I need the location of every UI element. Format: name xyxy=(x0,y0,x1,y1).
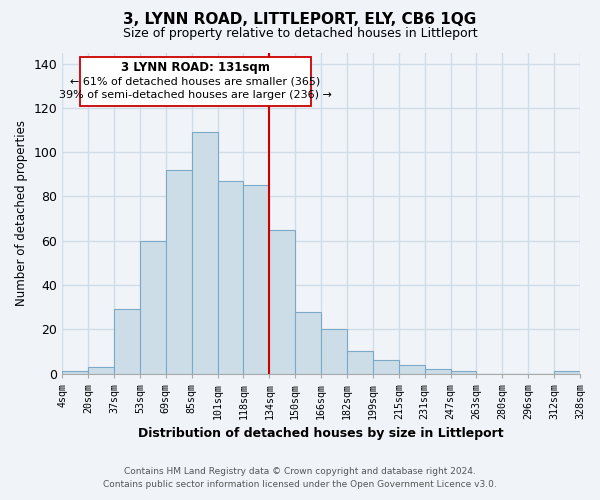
Bar xyxy=(62,372,88,374)
Text: Contains HM Land Registry data © Crown copyright and database right 2024.
Contai: Contains HM Land Registry data © Crown c… xyxy=(103,468,497,489)
X-axis label: Distribution of detached houses by size in Littleport: Distribution of detached houses by size … xyxy=(139,427,504,440)
Bar xyxy=(399,365,425,374)
Bar xyxy=(347,352,373,374)
Text: ← 61% of detached houses are smaller (365): ← 61% of detached houses are smaller (36… xyxy=(70,76,321,86)
Bar xyxy=(140,241,166,374)
Text: 3, LYNN ROAD, LITTLEPORT, ELY, CB6 1QG: 3, LYNN ROAD, LITTLEPORT, ELY, CB6 1QG xyxy=(124,12,476,28)
Bar xyxy=(373,360,399,374)
Bar xyxy=(88,367,114,374)
Y-axis label: Number of detached properties: Number of detached properties xyxy=(15,120,28,306)
Bar xyxy=(218,181,244,374)
Bar xyxy=(295,312,321,374)
Bar xyxy=(114,310,140,374)
Bar xyxy=(321,330,347,374)
Bar xyxy=(166,170,192,374)
Text: 3 LYNN ROAD: 131sqm: 3 LYNN ROAD: 131sqm xyxy=(121,61,270,74)
Bar xyxy=(554,372,580,374)
Bar xyxy=(451,372,476,374)
FancyBboxPatch shape xyxy=(80,57,311,106)
Text: 39% of semi-detached houses are larger (236) →: 39% of semi-detached houses are larger (… xyxy=(59,90,332,100)
Bar xyxy=(192,132,218,374)
Bar xyxy=(269,230,295,374)
Bar xyxy=(244,186,269,374)
Text: Size of property relative to detached houses in Littleport: Size of property relative to detached ho… xyxy=(122,28,478,40)
Bar xyxy=(425,369,451,374)
